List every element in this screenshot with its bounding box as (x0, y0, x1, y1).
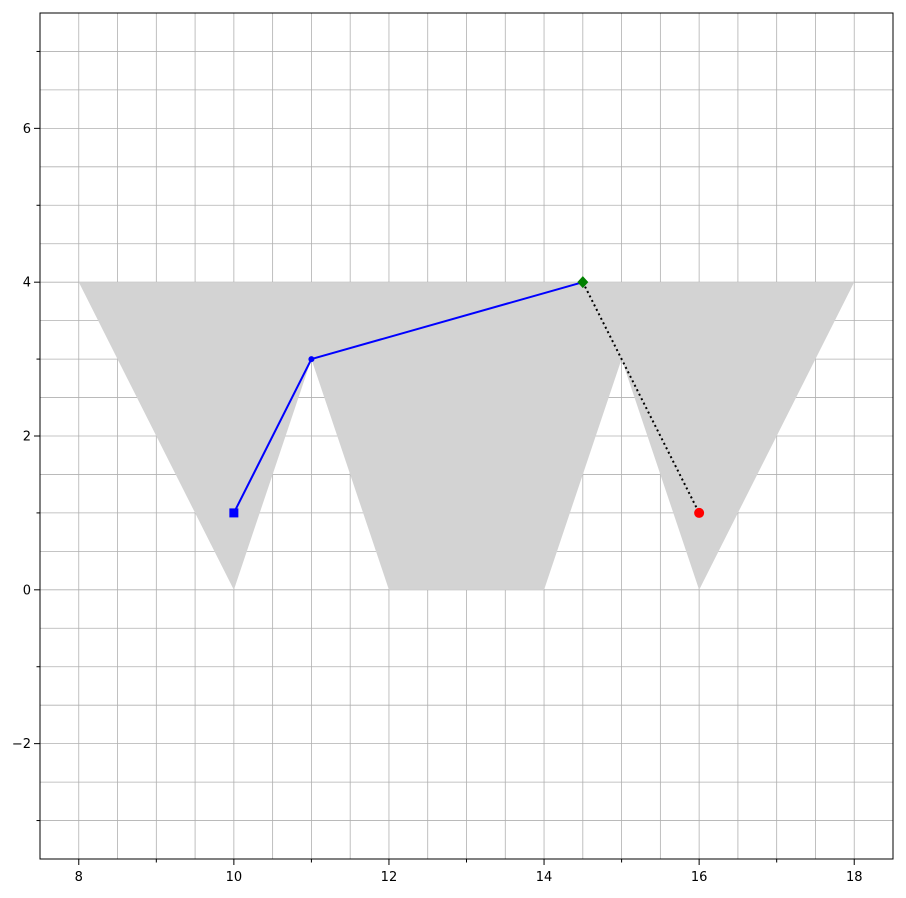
x-tick-label: 16 (691, 870, 708, 885)
y-tick-label: −2 (12, 737, 31, 752)
markers-group (229, 276, 705, 518)
y-tick-label: 6 (23, 122, 31, 137)
x-tick-label: 18 (846, 870, 863, 885)
marker-square (229, 508, 239, 518)
y-tick-label: 0 (23, 583, 31, 598)
x-tick-label: 8 (75, 870, 83, 885)
ticks: 8 10 12 14 16 18 −2 0 2 4 6 (12, 50, 863, 885)
marker-circle (694, 507, 705, 518)
x-tick-label: 12 (381, 870, 398, 885)
x-tick-label: 10 (226, 870, 243, 885)
series-line-1 (581, 281, 701, 514)
x-tick-label: 14 (536, 870, 553, 885)
marker-dot (308, 356, 315, 363)
marker-diamond (577, 276, 589, 289)
y-tick-label: 4 (23, 276, 31, 291)
y-tick-label: 2 (23, 430, 31, 445)
shaded-polygon (78, 282, 855, 590)
shaded-region (78, 282, 855, 590)
